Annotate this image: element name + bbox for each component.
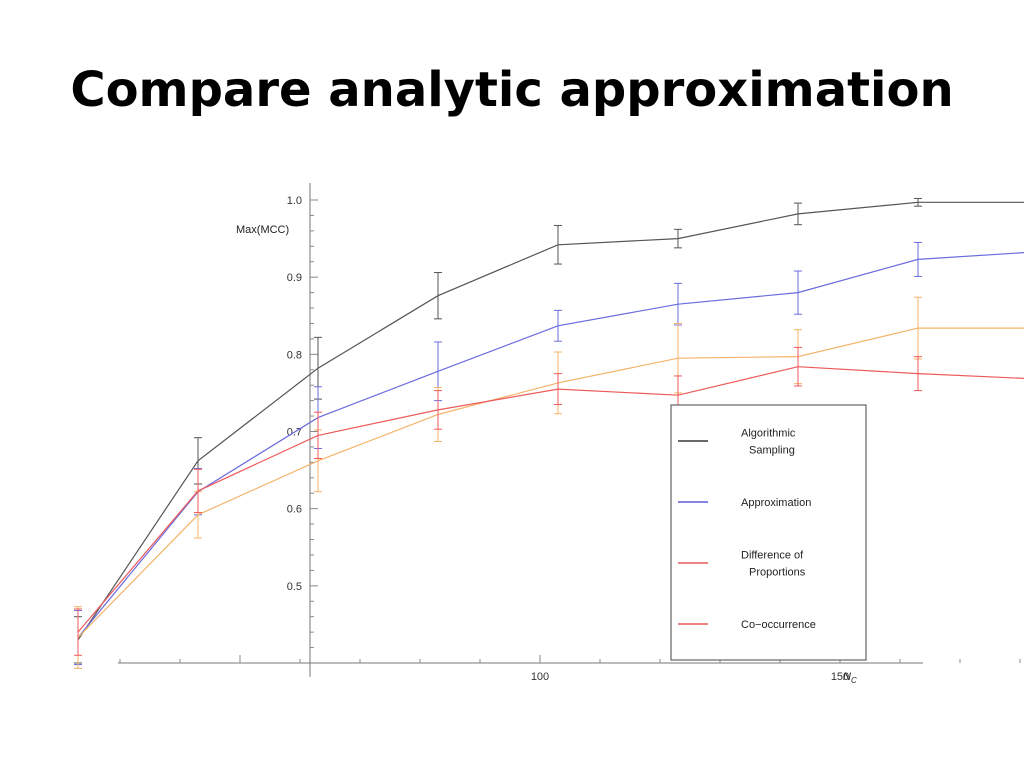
y-tick-label: 0.8 [287,349,302,361]
x-tick-label: 100 [531,671,549,683]
series-line [77,366,1024,633]
series-3 [74,346,1024,656]
series-line [77,201,1024,641]
legend-label: Approximation [741,497,811,509]
y-axis-title: Max(MCC) [236,224,289,236]
legend-box [670,404,867,661]
series-layer [74,197,1024,669]
series-line [77,327,1024,638]
y-tick-label: 1.0 [287,195,302,207]
x-axis-title: NC [843,671,857,685]
slide-title: Compare analytic approximation [70,62,954,118]
legend-label: Algorithmic [741,428,796,440]
y-tick-label: 0.9 [287,272,302,284]
x-tick-label: 150 [831,671,849,683]
y-tick-label: 0.6 [287,504,302,516]
series-1 [74,241,1024,666]
y-tick-label: 0.5 [287,581,302,593]
series-0 [74,197,1024,664]
legend-label: Difference of [741,550,804,562]
legend-label: Proportions [749,567,806,579]
legend-label: Sampling [749,445,795,457]
legend-label: Co−occurrence [741,619,816,631]
legend: Algorithmic Sampling Approximation Differen… [670,404,867,661]
